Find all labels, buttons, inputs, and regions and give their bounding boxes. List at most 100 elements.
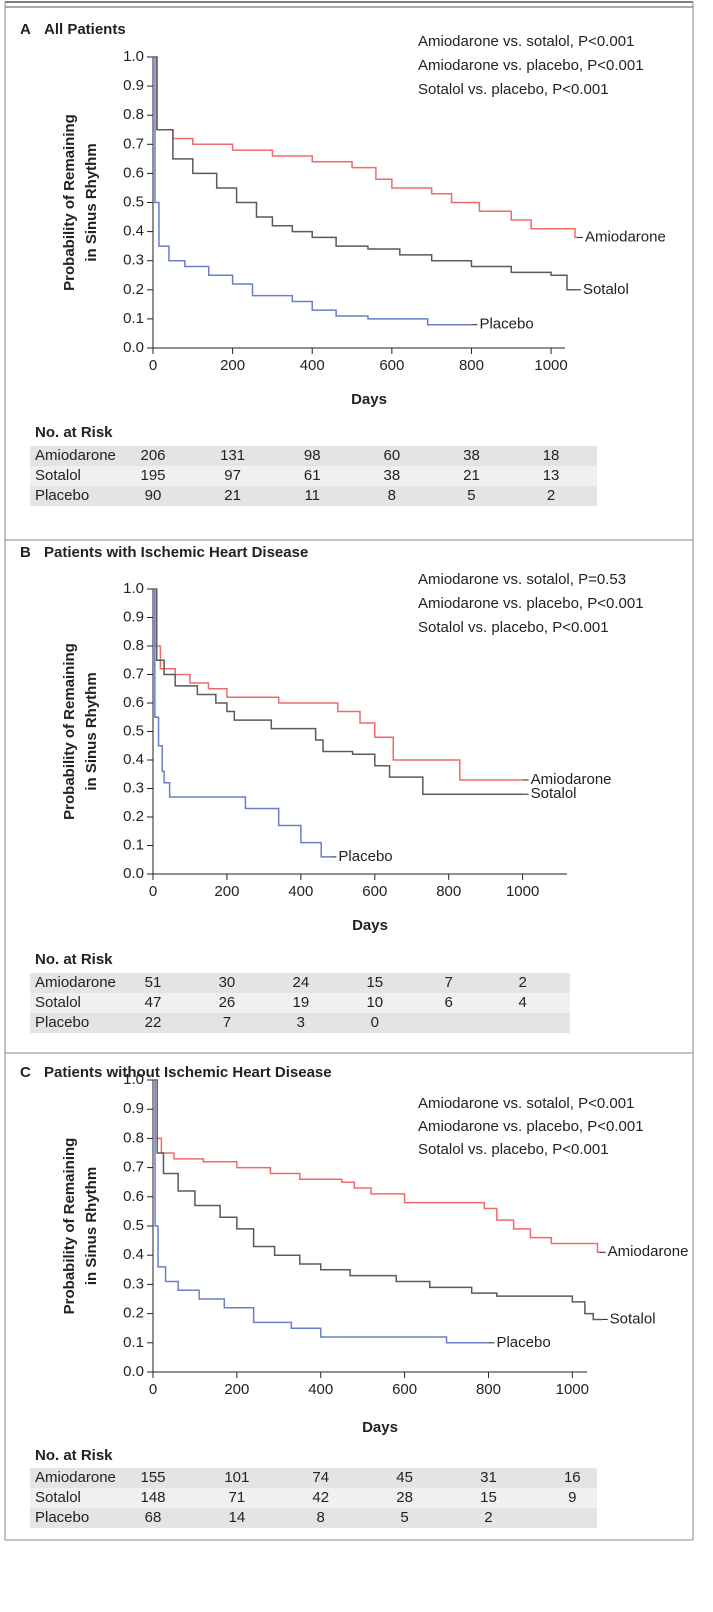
y-tick-label: 0.1 <box>123 836 144 853</box>
risk-count: 2 <box>518 974 526 991</box>
risk-row-bg <box>30 486 597 506</box>
survival-curve <box>153 1079 600 1254</box>
annotation: Sotalol vs. placebo, P<0.001 <box>418 619 609 636</box>
x-tick-label: 800 <box>436 883 461 900</box>
x-tick-label: 600 <box>392 1381 417 1398</box>
x-tick-label: 600 <box>379 357 404 374</box>
panel-label: C <box>20 1064 31 1081</box>
x-axis-label: Days <box>352 917 388 934</box>
series-label: Amiodarone <box>608 1243 689 1260</box>
survival-curve <box>153 588 523 795</box>
risk-row-bg <box>30 1468 597 1488</box>
risk-count: 74 <box>312 1469 329 1486</box>
risk-count: 14 <box>229 1509 246 1526</box>
annotation: Amiodarone vs. sotalol, P<0.001 <box>418 33 634 50</box>
risk-count: 60 <box>383 447 400 464</box>
survival-curve <box>153 1079 489 1344</box>
y-tick-label: 0.3 <box>123 1275 144 1292</box>
y-tick-label: 0.4 <box>123 751 144 768</box>
panel-title: All Patients <box>44 21 126 38</box>
risk-row-label: Placebo <box>35 1014 89 1031</box>
x-tick-label: 600 <box>362 883 387 900</box>
survival-curve <box>153 588 523 781</box>
x-tick-label: 800 <box>476 1381 501 1398</box>
y-tick-label: 0.4 <box>123 223 144 240</box>
y-tick-label: 0.8 <box>123 106 144 123</box>
risk-count: 5 <box>400 1509 408 1526</box>
risk-table-title: No. at Risk <box>35 1447 113 1464</box>
y-tick-label: 0.3 <box>123 252 144 269</box>
risk-row-bg <box>30 1013 570 1033</box>
y-tick-label: 0.9 <box>123 77 144 94</box>
risk-count: 2 <box>484 1509 492 1526</box>
risk-count: 38 <box>463 447 480 464</box>
risk-row-bg <box>30 446 597 466</box>
risk-count: 22 <box>145 1014 162 1031</box>
risk-count: 47 <box>145 994 162 1011</box>
risk-row-label: Placebo <box>35 1509 89 1526</box>
y-tick-label: 0.3 <box>123 779 144 796</box>
annotation: Amiodarone vs. sotalol, P=0.53 <box>418 571 626 588</box>
y-tick-label: 0.9 <box>123 1100 144 1117</box>
risk-count: 24 <box>293 974 310 991</box>
risk-row-label: Sotalol <box>35 994 81 1011</box>
risk-count: 8 <box>388 487 396 504</box>
risk-row-bg <box>30 993 570 1013</box>
risk-count: 13 <box>543 467 560 484</box>
y-tick-label: 0.0 <box>123 1363 144 1380</box>
y-tick-label: 0.5 <box>123 193 144 210</box>
x-axis-label: Days <box>351 391 387 408</box>
risk-count: 7 <box>223 1014 231 1031</box>
panel-label: A <box>20 21 31 38</box>
risk-count: 15 <box>366 974 383 991</box>
y-tick-label: 1.0 <box>123 1071 144 1088</box>
annotation: Amiodarone vs. placebo, P<0.001 <box>418 1118 644 1135</box>
annotation: Amiodarone vs. placebo, P<0.001 <box>418 57 644 74</box>
risk-count: 10 <box>366 994 383 1011</box>
x-tick-label: 200 <box>220 357 245 374</box>
risk-row-label: Sotalol <box>35 467 81 484</box>
series-label: Sotalol <box>531 785 577 802</box>
y-tick-label: 1.0 <box>123 580 144 597</box>
x-tick-label: 200 <box>224 1381 249 1398</box>
risk-table-title: No. at Risk <box>35 951 113 968</box>
risk-row-bg <box>30 466 597 486</box>
risk-count: 148 <box>140 1489 165 1506</box>
survival-curve <box>153 56 472 326</box>
risk-count: 21 <box>463 467 480 484</box>
x-tick-label: 400 <box>288 883 313 900</box>
risk-row-bg <box>30 973 570 993</box>
x-tick-label: 400 <box>308 1381 333 1398</box>
risk-count: 19 <box>293 994 310 1011</box>
x-tick-label: 0 <box>149 883 157 900</box>
risk-count: 206 <box>140 447 165 464</box>
y-tick-label: 0.7 <box>123 665 144 682</box>
risk-count: 5 <box>467 487 475 504</box>
risk-count: 71 <box>229 1489 246 1506</box>
survival-curve <box>153 1079 602 1321</box>
series-label: Amiodarone <box>531 771 612 788</box>
y-tick-label: 0.8 <box>123 1129 144 1146</box>
y-tick-label: 0.6 <box>123 694 144 711</box>
y-tick-label: 0.0 <box>123 339 144 356</box>
x-axis-label: Days <box>362 1419 398 1436</box>
risk-row-bg <box>30 1508 597 1528</box>
y-axis-label: Probability of Remaining <box>61 1138 78 1315</box>
x-tick-label: 400 <box>300 357 325 374</box>
risk-count: 131 <box>220 447 245 464</box>
y-tick-label: 1.0 <box>123 48 144 65</box>
x-tick-label: 0 <box>149 357 157 374</box>
y-tick-label: 0.8 <box>123 637 144 654</box>
y-axis-label: Probability of Remaining <box>61 114 78 291</box>
survival-curve <box>153 588 331 858</box>
y-axis-label: Probability of Remaining <box>61 643 78 820</box>
risk-row-label: Amiodarone <box>35 447 116 464</box>
risk-count: 0 <box>371 1014 379 1031</box>
y-tick-label: 0.2 <box>123 281 144 298</box>
y-tick-label: 0.6 <box>123 164 144 181</box>
y-axis-label: in Sinus Rhythm <box>83 143 100 261</box>
risk-count: 11 <box>304 487 320 504</box>
annotation: Amiodarone vs. sotalol, P<0.001 <box>418 1095 634 1112</box>
survival-curve <box>153 56 577 239</box>
